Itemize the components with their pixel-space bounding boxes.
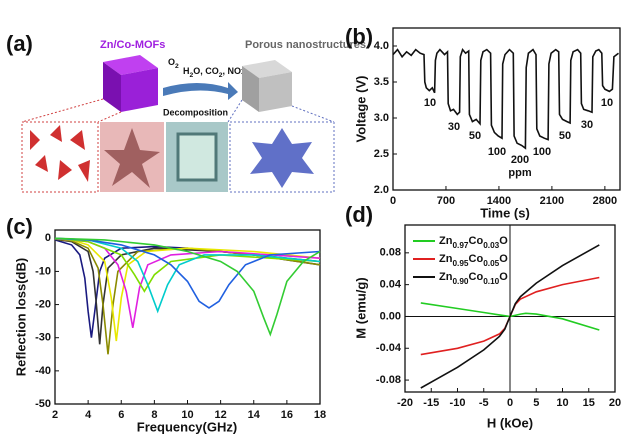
y-tick-label: 0 xyxy=(45,232,51,244)
y-tick-label: -50 xyxy=(35,398,51,410)
x-tick-label: 16 xyxy=(281,409,293,421)
panel-label: (a) xyxy=(6,31,33,56)
annotation-unit: ppm xyxy=(508,167,531,179)
y-tick-label: -10 xyxy=(35,265,51,277)
x-tick-label: 0 xyxy=(507,397,513,409)
y-tick-label: 2.0 xyxy=(374,184,389,196)
x-tick-label: -15 xyxy=(423,397,439,409)
panel-label: (c) xyxy=(6,214,33,239)
x-tick-label: -10 xyxy=(450,397,466,409)
y-tick-label: -20 xyxy=(35,298,51,310)
panel-label: (b) xyxy=(345,24,373,49)
y-tick-label: 3.5 xyxy=(374,76,389,88)
y-tick-label: -40 xyxy=(35,365,51,377)
x-tick-label: 5 xyxy=(533,397,539,409)
y-tick-label: 3.0 xyxy=(374,112,389,124)
annotation: 10 xyxy=(424,97,436,109)
tem-image xyxy=(178,134,216,180)
process-label: Decomposition xyxy=(163,107,228,117)
x-tick-label: 6 xyxy=(118,409,124,421)
figure: (a) Zn/Co-MOFs Porous nanostructures O2 … xyxy=(0,0,634,435)
x-tick-label: 4 xyxy=(85,409,92,421)
annotation: 30 xyxy=(581,119,593,131)
y-axis-label: M (emu/g) xyxy=(353,277,368,338)
y-tick-label: 2.5 xyxy=(374,148,389,160)
y-tick-label: 0.08 xyxy=(380,247,401,259)
x-axis-label: Frequency(GHz) xyxy=(137,419,237,434)
x-tick-label: 2800 xyxy=(593,195,617,207)
x-tick-label: 10 xyxy=(556,397,568,409)
annotation: 100 xyxy=(488,146,506,158)
x-tick-label: 700 xyxy=(437,195,455,207)
x-tick-label: 14 xyxy=(248,409,261,421)
x-tick-label: 2100 xyxy=(540,195,564,207)
y-tick-label: 0.04 xyxy=(380,279,402,291)
x-axis-label: H (kOe) xyxy=(487,415,533,430)
y-axis-label: Voltage (V) xyxy=(353,76,368,143)
annotation: 50 xyxy=(559,130,571,142)
x-axis-label: Time (s) xyxy=(480,205,530,220)
x-tick-label: 20 xyxy=(609,397,621,409)
annotation: 200 xyxy=(511,154,529,166)
y-tick-label: 0.00 xyxy=(380,310,401,322)
annotation: 100 xyxy=(533,146,551,158)
y-tick-label: -30 xyxy=(35,332,51,344)
gas-label: O2 xyxy=(168,57,179,70)
x-tick-label: 18 xyxy=(314,409,326,421)
y-tick-label: 4.0 xyxy=(374,40,389,52)
x-tick-label: -5 xyxy=(479,397,489,409)
legend-label: Zn0.95Co0.05O xyxy=(439,253,508,268)
panel-label: (d) xyxy=(345,202,373,227)
x-tick-label: 0 xyxy=(390,195,396,207)
x-tick-label: 2 xyxy=(52,409,58,421)
precursor-label: Zn/Co-MOFs xyxy=(100,39,165,51)
legend-label: Zn0.97Co0.03O xyxy=(439,235,508,250)
legend-label: Zn0.90Co0.10O xyxy=(439,271,508,286)
x-tick-label: -20 xyxy=(397,397,413,409)
arrow xyxy=(163,82,238,100)
mof-cube xyxy=(103,55,158,112)
y-axis-label: Reflection loss(dB) xyxy=(13,258,28,376)
annotation: 30 xyxy=(448,121,460,133)
annotation: 10 xyxy=(601,97,613,109)
gas-label: H2O, CO2, NOx xyxy=(183,66,246,79)
y-tick-label: -0.04 xyxy=(376,342,402,354)
x-tick-label: 15 xyxy=(583,397,595,409)
porous-cube xyxy=(242,60,292,112)
y-tick-label: -0.08 xyxy=(376,374,401,386)
annotation: 50 xyxy=(469,130,481,142)
